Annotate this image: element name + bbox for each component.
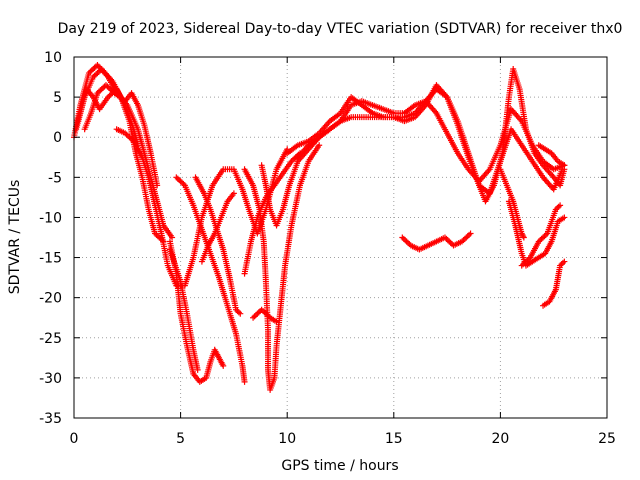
x-tick-label: 5 (176, 431, 185, 447)
series-arc-20 (540, 258, 568, 309)
data-point (316, 142, 323, 149)
y-axis-label: SDTVAR / TECUs (7, 180, 23, 295)
series-arc-9 (192, 174, 244, 317)
series-arc-15 (284, 66, 568, 205)
series-arc-13 (241, 142, 323, 393)
series-arc-10 (198, 190, 237, 265)
series-arc-16 (294, 82, 566, 197)
x-tick-label: 0 (70, 431, 79, 447)
data-point (220, 362, 227, 369)
data-point (559, 166, 566, 173)
series-arc-3 (75, 86, 141, 149)
y-tick-label: -5 (48, 170, 62, 186)
y-tick-label: -20 (39, 291, 62, 307)
x-axis-label: GPS time / hours (281, 458, 398, 474)
series-arc-8 (166, 246, 201, 373)
data-point (194, 366, 201, 373)
y-tick-label: -10 (39, 210, 62, 226)
series-arc-19 (497, 166, 527, 241)
x-tick-label: 15 (385, 431, 403, 447)
y-tick-label: -25 (39, 331, 62, 347)
data-point (241, 378, 248, 385)
data-point (169, 234, 176, 241)
series-layer (71, 62, 568, 393)
y-tick-label: -35 (39, 411, 62, 427)
series-arc-22 (535, 142, 568, 169)
y-tick-label: -15 (39, 251, 62, 267)
y-tick-label: 5 (53, 90, 62, 106)
series-arc-4 (81, 82, 161, 189)
data-point (154, 182, 161, 189)
data-point (561, 214, 568, 221)
chart-title: Day 219 of 2023, Sidereal Day-to-day VTE… (58, 21, 623, 37)
data-point (467, 230, 474, 237)
data-point (520, 233, 527, 240)
data-point (520, 234, 527, 241)
y-tick-label: 0 (53, 130, 62, 146)
plot-frame (73, 56, 608, 419)
data-point (561, 162, 568, 169)
series-arc-12 (250, 306, 280, 325)
data-point (557, 202, 564, 209)
x-tick-label: 10 (278, 431, 296, 447)
y-tick-label: 10 (44, 50, 62, 66)
x-tick-label: 20 (491, 431, 509, 447)
x-tick-label: 25 (598, 431, 616, 447)
series-arc-17 (399, 230, 474, 253)
ticks: 0 5 10 15 20 25 10 5 0 -5 -10 -15 -20 -25 -30 -35 (39, 50, 616, 447)
series-arc-21 (518, 202, 564, 269)
series-arc-6 (166, 238, 227, 385)
data-point (230, 190, 237, 197)
data-point (237, 310, 244, 317)
y-tick-label: -30 (39, 371, 62, 387)
data-point (561, 258, 568, 265)
